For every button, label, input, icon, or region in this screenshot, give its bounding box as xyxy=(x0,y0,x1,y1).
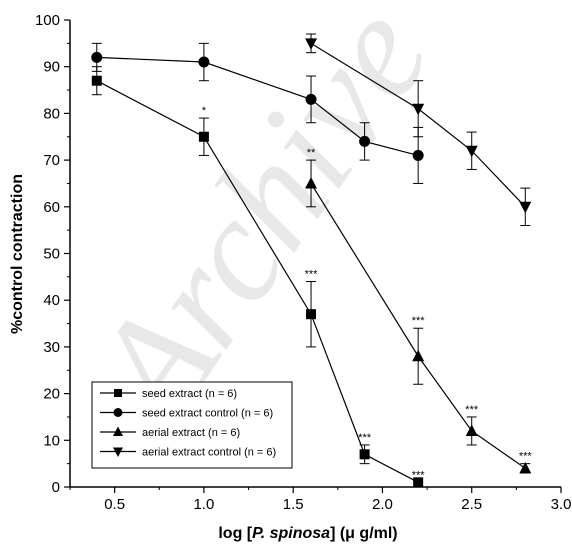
y-tick-label: 10 xyxy=(43,432,60,449)
data-point xyxy=(359,449,370,460)
data-point xyxy=(412,103,425,116)
y-tick-label: 0 xyxy=(52,479,60,496)
x-tick-label: 2.0 xyxy=(372,496,393,513)
series-layer: ********************* xyxy=(91,33,533,488)
series-1 xyxy=(91,42,424,184)
data-point xyxy=(412,349,425,362)
legend-box xyxy=(91,381,293,469)
y-tick-label: 80 xyxy=(43,105,60,122)
series-0: ********** xyxy=(91,66,426,488)
series-line xyxy=(310,42,526,208)
significance-label: *** xyxy=(412,315,426,327)
legend-marker xyxy=(113,447,123,457)
x-axis-title-suffix: ] (μ g/ml) xyxy=(330,525,398,542)
x-axis-title: log [P. spinosa] (μ g/ml) xyxy=(218,525,397,542)
x-axis-title-italic: P. spinosa xyxy=(252,525,330,542)
y-tick-label: 100 xyxy=(35,12,60,29)
series-3 xyxy=(305,33,532,226)
data-point xyxy=(198,56,210,68)
axes: 0 10 20 30 40 50 60 70 80 90 100 0.5 1.0 1.5 2.0 2.5 3.0 xyxy=(35,12,571,513)
significance-label: *** xyxy=(465,404,479,416)
series-line xyxy=(310,183,526,469)
y-axis-title: %control contraction xyxy=(9,174,26,334)
series-2: *********** xyxy=(305,147,533,474)
y-tick-label: 20 xyxy=(43,386,60,403)
data-point xyxy=(412,149,424,161)
x-tick-label: 3.0 xyxy=(551,496,572,513)
data-point xyxy=(305,38,318,50)
data-point xyxy=(359,135,371,147)
data-point xyxy=(465,145,478,158)
data-point xyxy=(519,201,532,214)
significance-label: ** xyxy=(307,147,316,159)
data-point xyxy=(306,309,317,320)
data-point xyxy=(413,477,424,488)
data-point xyxy=(305,93,317,105)
significance-label: *** xyxy=(305,269,319,281)
legend-marker xyxy=(113,426,123,436)
data-point xyxy=(305,176,318,189)
significance-label: * xyxy=(202,105,207,117)
x-tick-label: 1.0 xyxy=(193,496,214,513)
data-point xyxy=(519,461,532,474)
data-point xyxy=(198,131,209,142)
x-axis-title-prefix: log [ xyxy=(218,525,252,542)
legend-label: aerial extract control (n = 6) xyxy=(142,447,276,459)
legend-marker xyxy=(113,408,123,417)
legend: seed extract (n = 6) seed extract control… xyxy=(91,381,293,469)
legend-label: aerial extract (n = 6) xyxy=(142,427,240,439)
legend-label: seed extract control (n = 6) xyxy=(142,408,273,420)
x-tick-label: 2.5 xyxy=(461,496,482,513)
data-point xyxy=(465,424,478,436)
x-tick-label: 1.5 xyxy=(283,496,304,513)
significance-label: *** xyxy=(519,451,533,463)
data-point xyxy=(91,51,103,63)
legend-label: seed extract (n = 6) xyxy=(142,388,237,400)
significance-label: *** xyxy=(412,469,426,481)
y-tick-label: 60 xyxy=(43,199,60,216)
significance-label: *** xyxy=(358,432,372,444)
y-tick-label: 40 xyxy=(43,292,60,309)
data-point xyxy=(91,75,102,86)
legend-marker xyxy=(114,389,122,397)
x-tick-label: 0.5 xyxy=(104,496,125,513)
y-tick-label: 90 xyxy=(43,59,60,76)
y-tick-label: 50 xyxy=(43,246,60,263)
y-tick-label: 70 xyxy=(43,152,60,169)
y-tick-label: 30 xyxy=(43,339,60,356)
